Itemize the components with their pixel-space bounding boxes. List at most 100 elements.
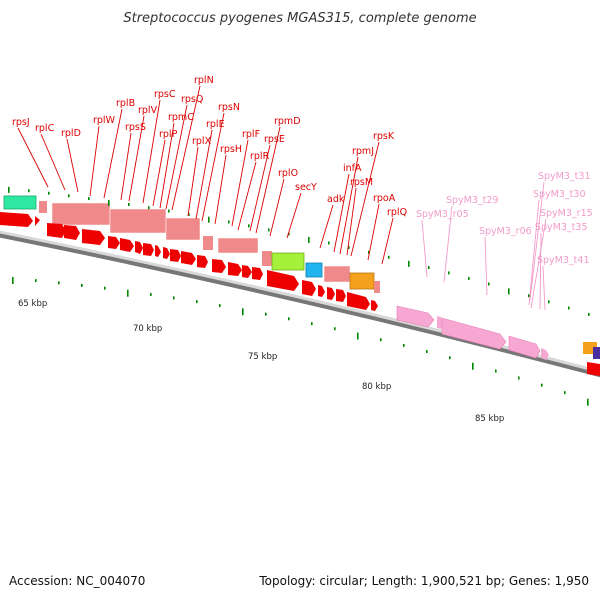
gene-label[interactable]: rpsC xyxy=(154,89,176,100)
feature-block-ribosomal[interactable] xyxy=(51,202,111,226)
leader-line xyxy=(350,141,380,257)
tick-mark xyxy=(173,296,175,300)
gene-label[interactable]: SpyM3_t41 xyxy=(537,255,590,266)
rrna-arrow[interactable] xyxy=(441,317,507,350)
gene-label[interactable]: SpyM3_t30 xyxy=(533,189,586,200)
cds-arrow[interactable] xyxy=(143,243,154,256)
cds-arrow[interactable] xyxy=(155,245,161,257)
tick-mark xyxy=(472,362,474,370)
gene-label[interactable]: rplD xyxy=(61,128,81,139)
gene-label[interactable]: rplP xyxy=(159,129,178,140)
cds-arrow[interactable] xyxy=(120,238,134,252)
tick-mark xyxy=(242,308,244,316)
trna-arrow[interactable] xyxy=(541,348,549,360)
feature-block-ribosomal[interactable] xyxy=(217,237,259,254)
cds-arrow[interactable] xyxy=(302,280,316,296)
gene-label[interactable]: rplV xyxy=(138,105,158,116)
leader-line xyxy=(66,138,79,193)
cds-arrow[interactable] xyxy=(0,212,33,227)
leader-line xyxy=(201,112,225,222)
gene-label[interactable]: rplX xyxy=(192,136,212,147)
leader-line xyxy=(152,139,166,207)
cds-arrow[interactable] xyxy=(82,229,105,245)
tick-mark xyxy=(188,213,190,217)
feature-block-ribosomal[interactable] xyxy=(203,236,213,250)
gene-label[interactable]: rpmC xyxy=(168,112,194,123)
gene-label[interactable]: rpsJ xyxy=(12,117,30,128)
gene-label[interactable]: SpyM3_r05 xyxy=(416,209,469,220)
gene-label[interactable]: rplO xyxy=(278,168,298,179)
feature-block-orange[interactable] xyxy=(349,272,375,290)
gene-label[interactable]: rpsE xyxy=(264,134,285,145)
cds-arrow[interactable] xyxy=(327,287,335,300)
gene-label[interactable]: rplR xyxy=(250,151,270,162)
cds-arrow[interactable] xyxy=(252,267,263,280)
leader-line xyxy=(171,85,201,211)
feature-block-cyan[interactable] xyxy=(305,262,323,278)
scale-label: 80 kbp xyxy=(362,382,391,392)
gene-label[interactable]: SpyM3_r15 xyxy=(540,208,593,219)
leader-line xyxy=(542,265,546,311)
cds-arrow[interactable] xyxy=(135,241,143,254)
gene-label[interactable]: rpmD xyxy=(274,116,301,127)
cds-arrow[interactable] xyxy=(587,362,600,376)
rrna-arrow[interactable] xyxy=(396,305,435,328)
cds-arrow[interactable] xyxy=(108,236,120,249)
gene-label[interactable]: rplF xyxy=(242,129,260,140)
gene-label[interactable]: SpyM3_t35 xyxy=(535,222,588,233)
tick-mark xyxy=(587,398,589,406)
cds-arrow[interactable] xyxy=(64,225,80,240)
gene-label[interactable]: rplB xyxy=(116,98,135,109)
gene-label[interactable]: rpsQ xyxy=(181,94,203,105)
scale-labels: 65 kbp 70 kbp 75 kbp 80 kbp 85 kbp xyxy=(18,299,504,424)
cds-arrow[interactable] xyxy=(267,270,299,291)
cds-arrow[interactable] xyxy=(170,249,181,262)
feature-block-ribosomal[interactable] xyxy=(262,251,272,266)
cds-arrow[interactable] xyxy=(181,251,196,265)
cds-arrow[interactable] xyxy=(47,223,66,238)
gene-label[interactable]: SpyM3_r06 xyxy=(479,226,532,237)
feature-block-ribosomal[interactable] xyxy=(374,281,380,293)
gene-label[interactable]: rpsK xyxy=(373,131,395,142)
cds-arrow[interactable] xyxy=(371,300,378,311)
gene-label[interactable]: rpsS xyxy=(125,122,146,133)
feature-block-purple[interactable] xyxy=(593,347,600,359)
gene-label[interactable]: secY xyxy=(295,182,317,193)
cds-arrow[interactable] xyxy=(228,262,242,276)
feature-block-ribosomal[interactable] xyxy=(323,265,351,283)
feature-block-ribosomal[interactable] xyxy=(165,217,201,241)
gene-label[interactable]: rpsN xyxy=(218,102,240,113)
gene-label[interactable]: rpmJ xyxy=(352,146,374,157)
gene-label[interactable]: rpsM xyxy=(350,177,373,188)
cds-arrow[interactable] xyxy=(35,216,40,226)
feature-block-green[interactable] xyxy=(3,195,37,210)
cds-arrow[interactable] xyxy=(242,265,252,278)
feature-block-ribosomal[interactable] xyxy=(109,208,167,234)
feature-block-lime[interactable] xyxy=(271,252,305,271)
cds-arrow[interactable] xyxy=(163,247,170,259)
leader-line xyxy=(484,236,488,296)
cds-arrow[interactable] xyxy=(347,292,370,310)
gene-label[interactable]: SpyM3_t29 xyxy=(446,195,499,206)
cds-arrow[interactable] xyxy=(197,255,208,268)
gene-label[interactable]: rplN xyxy=(194,75,214,86)
gene-label[interactable]: rplC xyxy=(35,123,55,134)
gene-label[interactable]: SpyM3_t31 xyxy=(538,171,591,182)
topology-text: Topology: circular; Length: 1,900,521 bp… xyxy=(258,574,589,588)
gene-label[interactable]: adk xyxy=(327,194,345,205)
gene-label[interactable]: rpsH xyxy=(220,144,242,155)
gene-label[interactable]: infA xyxy=(343,163,362,174)
cds-arrow[interactable] xyxy=(336,289,346,302)
leader-line xyxy=(255,126,281,234)
tick-mark xyxy=(108,199,110,206)
cds-arrow[interactable] xyxy=(318,285,325,297)
gene-label[interactable]: rplE xyxy=(206,119,225,130)
leader-line xyxy=(89,125,100,197)
trna-cluster[interactable] xyxy=(508,335,541,359)
gene-label[interactable]: rplQ xyxy=(387,207,407,218)
gene-label[interactable]: rplW xyxy=(93,115,116,126)
tick-mark xyxy=(508,288,510,295)
feature-block-ribosomal[interactable] xyxy=(39,201,47,213)
cds-arrow[interactable] xyxy=(212,259,226,273)
gene-label[interactable]: rpoA xyxy=(373,193,396,204)
